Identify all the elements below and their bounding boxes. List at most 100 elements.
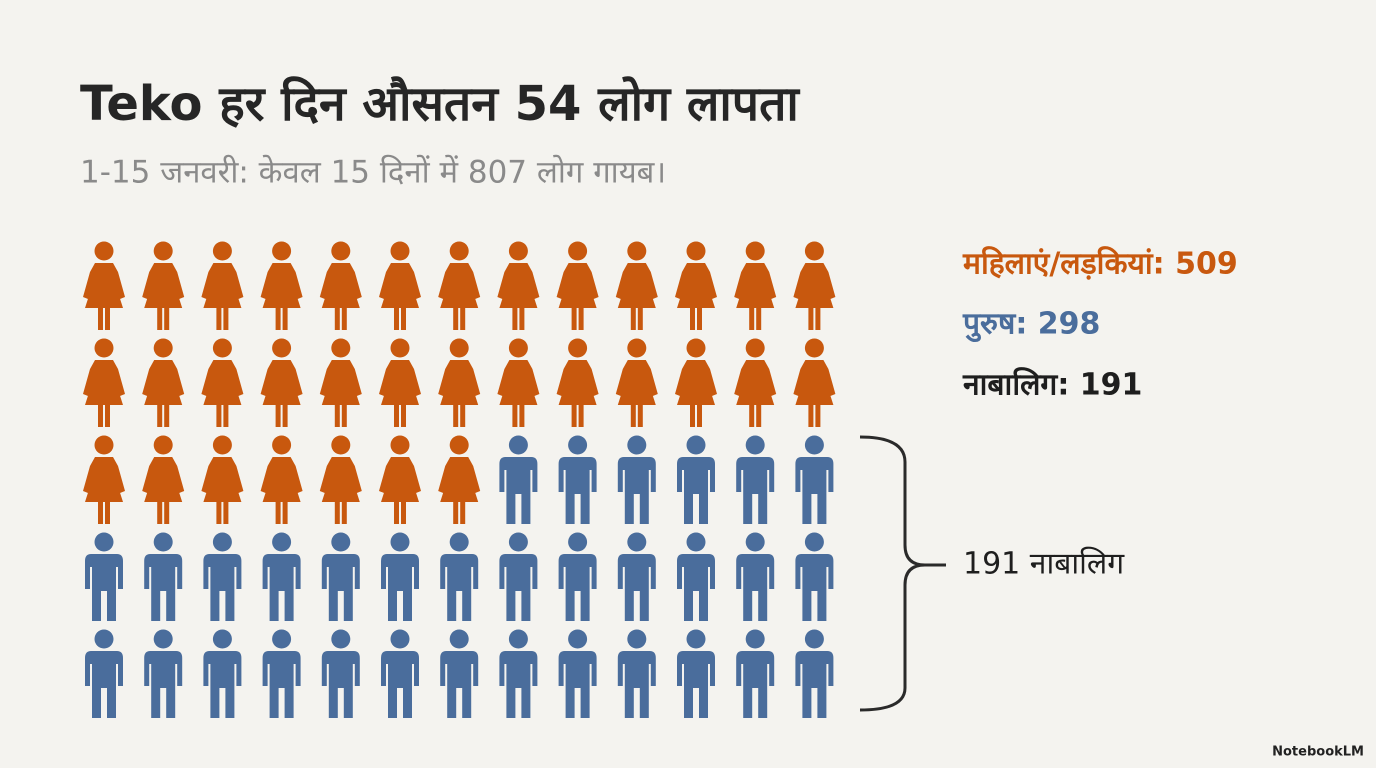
icon-head [272, 532, 292, 552]
bracket [859, 435, 926, 712]
icon-head [627, 629, 647, 649]
icon-body [677, 651, 715, 718]
icon-body [438, 457, 481, 524]
icon-body [615, 263, 658, 330]
bracket-label: 191 नाबालिग [963, 547, 1125, 582]
female-icon [260, 435, 303, 524]
icon-body [319, 360, 362, 427]
icon-body [556, 263, 599, 330]
female-icon [379, 435, 421, 524]
icon-head [627, 435, 647, 455]
icon-head [449, 629, 469, 649]
subtitle: 1-15 जनवरी: केवल 15 दिनों में 807 लोग गा… [80, 155, 666, 191]
male-icon [381, 532, 419, 621]
male-icon [736, 629, 775, 718]
male-icon [795, 435, 834, 524]
icon-head [331, 629, 351, 649]
icon-body [319, 457, 362, 524]
female-icon [83, 435, 125, 524]
icon-head [390, 629, 410, 649]
icon-head [627, 338, 647, 358]
male-icon [440, 629, 479, 718]
icon-body [319, 263, 362, 330]
male-icon [677, 629, 715, 718]
icon-head [449, 435, 469, 455]
male-icon [203, 629, 242, 718]
icon-body [558, 651, 597, 718]
male-icon [85, 532, 123, 621]
legend-men: पुरुष: 298 [962, 307, 1100, 343]
icon-body [260, 263, 303, 330]
icon-head [568, 435, 588, 455]
male-icon [499, 532, 538, 621]
icon-body [379, 360, 421, 427]
icon-body [675, 263, 717, 330]
male-icon [736, 532, 775, 621]
icon-head [449, 338, 469, 358]
icon-body [440, 651, 479, 718]
icon-body [438, 263, 481, 330]
male-icon [795, 629, 834, 718]
icon-body [617, 554, 656, 621]
female-icon [793, 241, 836, 330]
icon-head [686, 435, 706, 455]
icon-body [677, 457, 715, 524]
icon-head [153, 532, 173, 552]
icon-body [201, 360, 244, 427]
female-icon [556, 338, 599, 427]
icon-head [94, 629, 114, 649]
icon-body [262, 651, 301, 718]
icon-body [736, 457, 775, 524]
icon-body [736, 651, 775, 718]
icon-body [85, 554, 123, 621]
icon-head [804, 241, 824, 261]
icon-head [804, 532, 824, 552]
female-icon [734, 241, 777, 330]
icon-body [499, 554, 538, 621]
male-icon [321, 629, 360, 718]
female-icon [201, 338, 244, 427]
icon-body [497, 263, 540, 330]
icon-body [615, 360, 658, 427]
icon-head [449, 241, 469, 261]
icon-head [153, 435, 173, 455]
female-icon [556, 241, 599, 330]
icon-body [793, 360, 836, 427]
icon-body [262, 554, 301, 621]
female-icon [734, 338, 777, 427]
icon-head [449, 532, 469, 552]
icon-head [153, 629, 173, 649]
icon-body [260, 360, 303, 427]
icon-head [804, 629, 824, 649]
female-icon [675, 338, 717, 427]
icon-head [745, 532, 765, 552]
icon-body [734, 263, 777, 330]
icon-head [804, 338, 824, 358]
female-icon [379, 241, 421, 330]
female-icon [319, 241, 362, 330]
female-icon [497, 241, 540, 330]
icon-body [379, 457, 421, 524]
female-icon [142, 241, 185, 330]
icon-body [795, 457, 834, 524]
female-icon [497, 338, 540, 427]
icon-body [499, 651, 538, 718]
icon-body [144, 651, 183, 718]
icon-head [94, 435, 114, 455]
icon-body [438, 360, 481, 427]
icon-body [617, 457, 656, 524]
icon-body [793, 263, 836, 330]
icon-body [144, 554, 183, 621]
male-icon [677, 532, 715, 621]
icon-body [734, 360, 777, 427]
male-icon [321, 532, 360, 621]
male-icon [499, 629, 538, 718]
female-icon [319, 338, 362, 427]
icon-head [745, 435, 765, 455]
watermark: NotebookLM [1272, 745, 1364, 760]
icon-head [568, 532, 588, 552]
icon-body [558, 554, 597, 621]
female-icon [260, 241, 303, 330]
icon-head [508, 629, 528, 649]
